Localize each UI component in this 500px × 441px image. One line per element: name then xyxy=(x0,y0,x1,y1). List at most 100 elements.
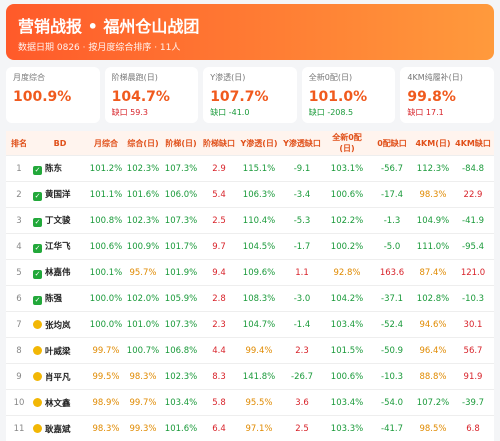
value-cell: 56.7 xyxy=(452,338,494,364)
value-cell: 104.2% xyxy=(324,286,370,312)
bd-cell: ✓林嘉伟 xyxy=(32,260,88,286)
value-cell: 100.1% xyxy=(88,260,124,286)
value-cell: -3.0 xyxy=(280,286,324,312)
value-cell: 100.2% xyxy=(324,234,370,260)
status-icon: ✓ xyxy=(33,218,42,227)
value-cell: -39.7 xyxy=(452,390,494,416)
column-header: 阶梯(日) xyxy=(162,131,200,156)
kpi-gap: 缺口 17.1 xyxy=(407,107,487,118)
value-cell: -41.9 xyxy=(452,208,494,234)
value-cell: -17.4 xyxy=(370,182,414,208)
status-icon xyxy=(33,424,42,433)
column-header: 0配缺口 xyxy=(370,131,414,156)
value-cell: -41.7 xyxy=(370,416,414,441)
value-cell: 92.8% xyxy=(324,260,370,286)
value-cell: 110.4% xyxy=(238,208,280,234)
value-cell: 100.0% xyxy=(88,286,124,312)
page: 营销战报 • 福州仓山战团 数据日期 0826 · 按月度综合排序 · 11人 … xyxy=(0,0,500,409)
value-cell: 101.9% xyxy=(162,260,200,286)
value-cell: 104.5% xyxy=(238,234,280,260)
kpi-card: 阶梯晨跑(日)104.7%缺口 59.3 xyxy=(105,67,199,123)
rank-cell: 1 xyxy=(6,156,32,182)
rank-cell: 6 xyxy=(6,286,32,312)
value-cell: 94.6% xyxy=(414,312,452,338)
value-cell: 2.3 xyxy=(200,312,238,338)
bd-cell: ✓丁文骏 xyxy=(32,208,88,234)
rank-cell: 2 xyxy=(6,182,32,208)
value-cell: 5.8 xyxy=(200,390,238,416)
value-cell: -9.1 xyxy=(280,156,324,182)
subtitle: 数据日期 0826 · 按月度综合排序 · 11人 xyxy=(18,40,180,53)
value-cell: 8.3 xyxy=(200,364,238,390)
value-cell: 6.4 xyxy=(200,416,238,441)
value-cell: 2.5 xyxy=(200,208,238,234)
value-cell: 102.3% xyxy=(124,156,162,182)
value-cell: -1.3 xyxy=(370,208,414,234)
kpi-card: 4KM纯履补(日) 99.8% 缺口 17.1 xyxy=(400,67,494,123)
value-cell: -54.0 xyxy=(370,390,414,416)
rank-cell: 4 xyxy=(6,234,32,260)
value-cell: 98.3% xyxy=(414,182,452,208)
bd-name: 陈东 xyxy=(45,164,62,174)
value-cell: 107.3% xyxy=(162,312,200,338)
rank-cell: 10 xyxy=(6,390,32,416)
bd-cell: ✓黄国洋 xyxy=(32,182,88,208)
value-cell: 111.0% xyxy=(414,234,452,260)
value-cell: 100.9% xyxy=(124,234,162,260)
value-cell: 2.8 xyxy=(200,286,238,312)
status-icon: ✓ xyxy=(33,192,42,201)
kpi-value: 100.9% xyxy=(13,89,93,105)
value-cell: -3.4 xyxy=(280,182,324,208)
value-cell: -10.3 xyxy=(370,364,414,390)
value-cell: 103.4% xyxy=(162,390,200,416)
kpi-value: 107.7% xyxy=(210,89,290,105)
value-cell: 98.9% xyxy=(88,390,124,416)
bd-name: 丁文骏 xyxy=(45,216,71,226)
value-cell: 141.8% xyxy=(238,364,280,390)
kpi-card: 全新0配(日)101.0%缺口 -208.5 xyxy=(302,67,396,123)
value-cell: 98.3% xyxy=(88,416,124,441)
status-icon: ✓ xyxy=(33,270,42,279)
bd-name: 江华飞 xyxy=(45,242,71,252)
value-cell: -5.3 xyxy=(280,208,324,234)
status-icon xyxy=(33,320,42,329)
header: 营销战报 • 福州仓山战团 数据日期 0826 · 按月度综合排序 · 11人 xyxy=(6,4,494,60)
rank-cell: 8 xyxy=(6,338,32,364)
value-cell: 99.4% xyxy=(238,338,280,364)
value-cell: 1.1 xyxy=(280,260,324,286)
kpi-value: 101.0% xyxy=(309,89,389,105)
value-cell: -1.4 xyxy=(280,312,324,338)
value-cell: 102.8% xyxy=(414,286,452,312)
kpi-gap: 缺口 59.3 xyxy=(112,107,192,118)
status-icon xyxy=(33,372,42,381)
value-cell: -10.3 xyxy=(452,286,494,312)
value-cell: 106.8% xyxy=(162,338,200,364)
value-cell: 9.4 xyxy=(200,260,238,286)
value-cell: -5.0 xyxy=(370,234,414,260)
value-cell: 104.9% xyxy=(414,208,452,234)
column-header: 全新0配(日) xyxy=(324,131,370,156)
bd-cell: 张均岚 xyxy=(32,312,88,338)
column-header: BD xyxy=(32,131,88,156)
status-icon xyxy=(33,346,42,355)
value-cell: 104.7% xyxy=(238,312,280,338)
bd-name: 林嘉伟 xyxy=(45,268,71,278)
value-cell: 2.3 xyxy=(280,338,324,364)
value-cell: 95.7% xyxy=(124,260,162,286)
value-cell: 87.4% xyxy=(414,260,452,286)
title: 营销战报 • 福州仓山战团 xyxy=(18,13,199,37)
value-cell: 103.3% xyxy=(324,416,370,441)
kpi-value: 99.8% xyxy=(407,89,487,105)
value-cell: 102.3% xyxy=(124,208,162,234)
value-cell: 103.4% xyxy=(324,390,370,416)
rank-cell: 11 xyxy=(6,416,32,441)
value-cell: 9.7 xyxy=(200,234,238,260)
value-cell: 101.7% xyxy=(162,234,200,260)
rank-cell: 5 xyxy=(6,260,32,286)
kpi-label: 4KM纯履补(日) xyxy=(407,72,487,83)
status-icon: ✓ xyxy=(33,166,42,175)
